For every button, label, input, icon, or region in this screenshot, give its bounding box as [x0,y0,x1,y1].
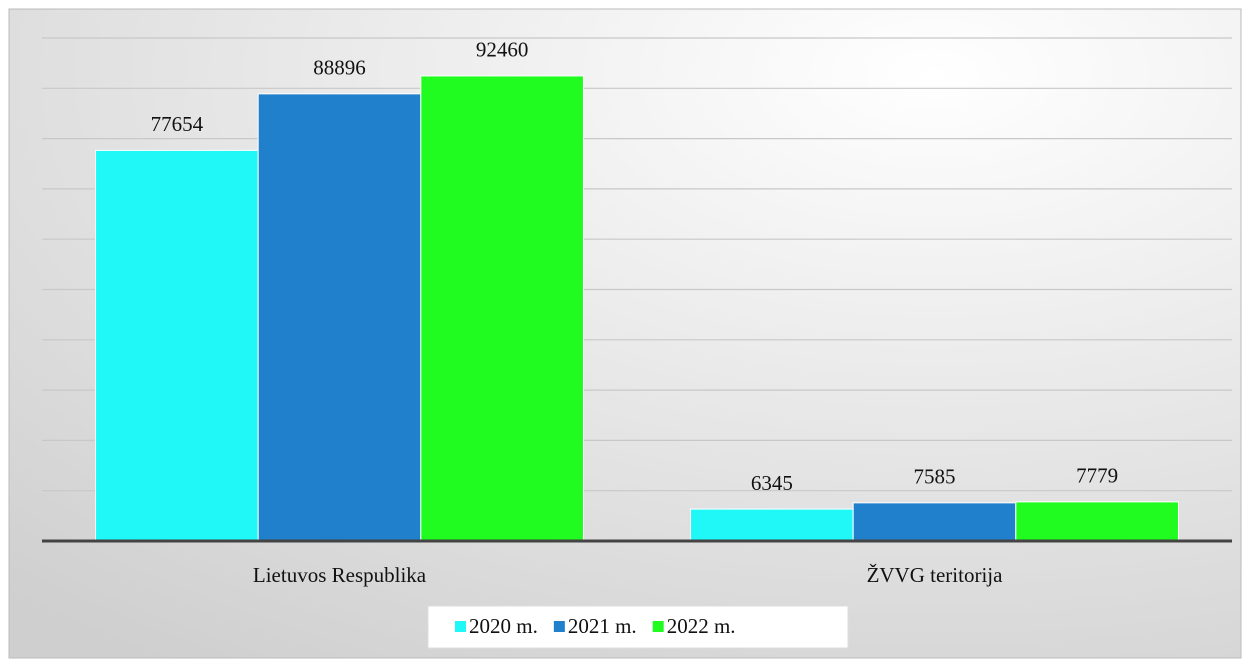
bar [420,75,584,542]
bar [257,93,422,542]
legend-swatch [652,621,664,632]
value-label: 6345 [751,471,793,495]
value-label: 92460 [476,38,529,62]
x-tick-label: ŽVVG teritorija [867,563,1004,587]
legend-label: 2022 m. [667,614,736,638]
legend-swatch [553,621,565,632]
legend-label: 2020 m. [469,614,538,638]
value-label: 7779 [1076,464,1118,488]
legend-box [427,605,849,649]
bar [852,502,1017,542]
value-label: 77654 [151,112,204,136]
value-label: 7585 [914,465,956,489]
bar [95,149,259,542]
bar [1015,501,1179,542]
value-label: 88896 [313,56,366,80]
legend-label: 2021 m. [568,614,637,638]
x-tick-label: Lietuvos Respublika [253,563,427,587]
legend-swatch [455,621,466,632]
bar [690,508,854,542]
